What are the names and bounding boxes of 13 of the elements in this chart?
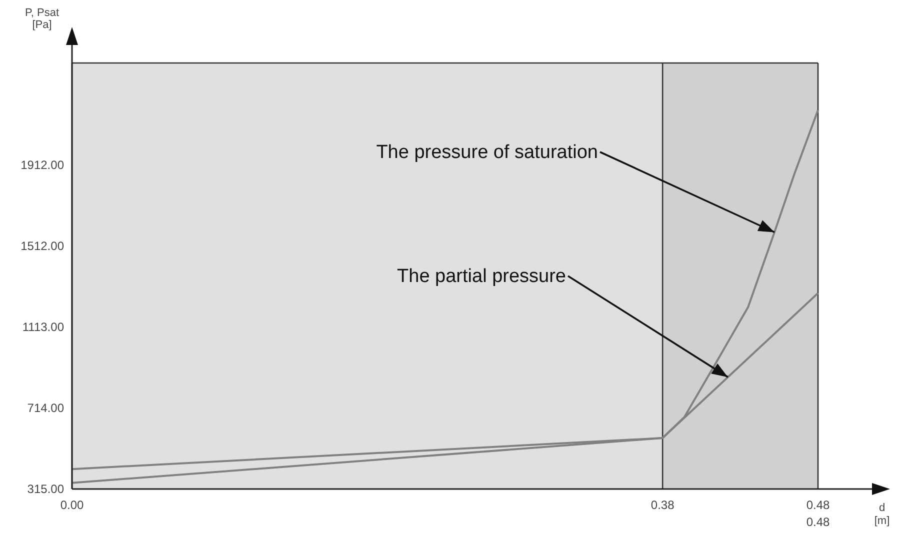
x-tick-label: 0.48	[806, 498, 830, 512]
y-tick-label: 315.00	[27, 482, 64, 496]
x-axis-title: d [m]	[874, 502, 890, 527]
y-tick-label: 1912.00	[20, 158, 64, 172]
y-tick-label: 714.00	[27, 401, 64, 416]
x-tick-label: 0.00	[60, 498, 84, 512]
y-tick-label: 1512.00	[20, 239, 64, 254]
annotation: The partial pressure	[397, 266, 566, 287]
x-tick-label: 0.38	[650, 498, 675, 512]
y-axis-title: P, Psat [Pa]	[24, 7, 60, 31]
text: 0.48	[806, 515, 830, 529]
annotation: The pressure of saturation	[376, 142, 598, 163]
y-tick-label: 1113.00	[22, 320, 64, 334]
